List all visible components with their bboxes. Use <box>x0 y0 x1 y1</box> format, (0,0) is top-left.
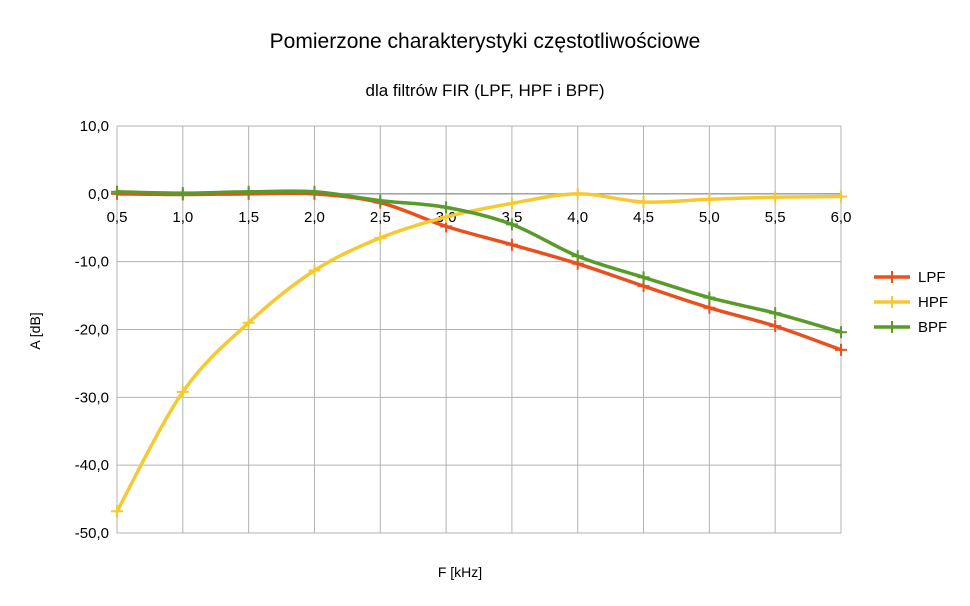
data-point-bpf <box>769 307 782 320</box>
y-tick-label: -20,0 <box>75 322 109 339</box>
y-axis-label: A [dB] <box>27 312 43 349</box>
x-tick-label: 2,5 <box>370 209 391 226</box>
series-line-lpf <box>115 191 843 352</box>
x-tick-label: 5,5 <box>765 209 786 226</box>
legend-item-lpf: LPF <box>874 269 946 286</box>
data-point-hpf <box>111 505 123 518</box>
data-point-hpf <box>242 316 255 329</box>
grid <box>116 125 842 534</box>
series-line-hpf <box>115 192 843 514</box>
data-point-bpf <box>176 187 189 200</box>
data-point-hpf <box>703 193 716 206</box>
legend-label: HPF <box>918 294 948 311</box>
data-point-bpf <box>111 185 123 198</box>
x-axis-label: F [kHz] <box>438 564 482 580</box>
data-point-hpf <box>769 191 782 204</box>
legend-label: LPF <box>918 269 946 286</box>
legend-label: BPF <box>918 319 947 336</box>
data-point-bpf <box>835 326 847 339</box>
data-point-bpf <box>308 185 321 198</box>
data-point-lpf <box>703 301 716 314</box>
y-tick-label: -30,0 <box>75 389 109 406</box>
data-point-lpf <box>835 343 847 356</box>
x-tick-label: 5,0 <box>699 209 720 226</box>
y-tick-label: -10,0 <box>75 254 109 271</box>
x-tick-label: 1,0 <box>172 209 193 226</box>
data-point-bpf <box>505 218 518 231</box>
x-tick-label: 2,0 <box>304 209 325 226</box>
y-tick-label: -50,0 <box>75 525 109 542</box>
x-axis-ticks: 0,51,01,52,02,53,03,54,04,55,05,56,0 <box>107 209 852 226</box>
x-tick-label: 4,5 <box>633 209 654 226</box>
data-point-hpf <box>308 264 321 277</box>
x-tick-label: 4,0 <box>567 209 588 226</box>
chart-subtitle: dla filtrów FIR (LPF, HPF i BPF) <box>366 81 605 100</box>
data-point-bpf <box>703 291 716 304</box>
y-tick-label: 10,0 <box>80 118 109 135</box>
data-point-hpf <box>374 231 387 244</box>
legend-item-bpf: BPF <box>874 319 947 336</box>
data-point-hpf <box>505 197 518 210</box>
legend-item-hpf: HPF <box>874 294 948 311</box>
data-point-bpf <box>637 271 650 284</box>
data-point-hpf <box>637 195 650 208</box>
data-point-lpf <box>769 320 782 333</box>
y-axis-ticks: 10,0 0,0 -10,0 -20,0 -30,0 -40,0 -50,0 <box>75 118 109 542</box>
data-point-lpf <box>505 238 518 251</box>
chart-title: Pomierzone charakterystyki częstotliwośc… <box>270 30 701 53</box>
y-tick-label: -40,0 <box>75 457 109 474</box>
data-point-hpf <box>835 190 847 203</box>
x-tick-label: 1,5 <box>238 209 259 226</box>
data-point-bpf <box>440 201 453 214</box>
data-point-bpf <box>242 185 255 198</box>
data-point-hpf <box>571 187 584 200</box>
x-tick-label: 0,5 <box>107 209 128 226</box>
legend: LPF HPF BPF <box>874 269 948 336</box>
y-tick-label: 0,0 <box>88 186 109 203</box>
plot-area <box>111 185 847 518</box>
series-line-bpf <box>115 189 843 334</box>
data-point-bpf <box>571 250 584 263</box>
data-point-hpf <box>176 385 189 398</box>
data-point-bpf <box>374 194 387 207</box>
x-tick-label: 6,0 <box>831 209 852 226</box>
